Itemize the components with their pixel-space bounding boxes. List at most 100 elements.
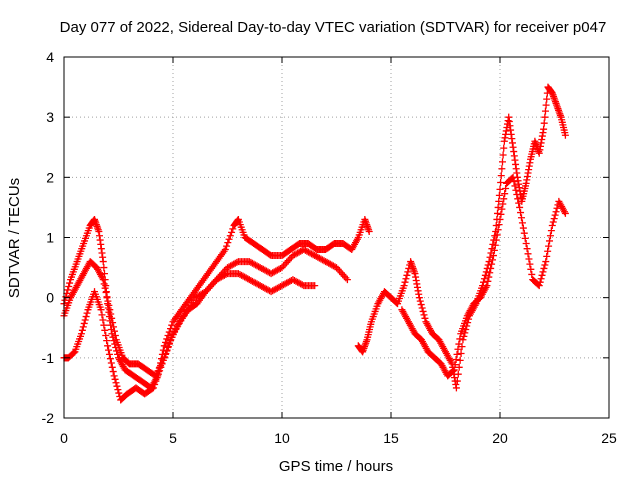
data-point	[488, 260, 496, 268]
data-point	[540, 264, 548, 272]
data-point	[494, 203, 502, 211]
data-point	[517, 214, 525, 222]
data-point	[496, 215, 504, 223]
data-point	[499, 200, 507, 208]
data-point	[453, 377, 461, 385]
data-point	[283, 258, 291, 266]
data-point	[550, 215, 558, 223]
y-tick-label: 2	[46, 169, 54, 185]
data-point	[454, 345, 462, 353]
y-tick-label: 1	[46, 230, 54, 246]
data-point	[161, 353, 169, 361]
data-point	[543, 252, 551, 260]
data-point	[156, 367, 164, 375]
y-tick-label: 3	[46, 109, 54, 125]
data-point	[83, 309, 91, 317]
data-point	[158, 360, 166, 368]
data-point	[103, 293, 111, 301]
data-point	[400, 282, 408, 290]
data-point	[98, 311, 106, 319]
data-point	[81, 316, 89, 324]
data-point	[535, 282, 543, 290]
chart-title: Day 077 of 2022, Sidereal Day-to-day VTE…	[60, 19, 607, 36]
data-point	[551, 211, 559, 219]
data-point	[546, 232, 554, 240]
data-point	[493, 231, 501, 239]
data-point	[517, 209, 525, 217]
data-point	[494, 226, 502, 234]
data-point	[404, 268, 412, 276]
data-point	[518, 219, 526, 227]
data-point	[105, 350, 113, 358]
data-point	[111, 331, 119, 339]
data-point	[108, 363, 116, 371]
data-point	[148, 385, 156, 393]
data-point	[452, 356, 460, 364]
data-point	[502, 185, 510, 193]
data-point	[525, 255, 533, 263]
data-point	[486, 269, 494, 277]
data-point	[415, 294, 423, 302]
data-point	[82, 313, 90, 321]
data-point	[497, 210, 505, 218]
data-point	[495, 221, 503, 229]
data-point	[100, 264, 108, 272]
data-point	[281, 260, 289, 268]
data-point	[107, 359, 115, 367]
data-point	[498, 158, 506, 166]
data-point	[539, 268, 547, 276]
data-point	[512, 186, 520, 194]
data-point	[298, 281, 306, 289]
data-point	[509, 173, 517, 181]
data-point	[342, 274, 350, 282]
data-point	[233, 258, 241, 266]
series-track-e	[398, 173, 569, 380]
data-point	[483, 282, 491, 290]
data-point	[104, 342, 112, 350]
data-point	[454, 370, 462, 378]
data-point	[540, 119, 548, 127]
data-point	[498, 205, 506, 213]
data-point	[561, 209, 569, 217]
data-point	[522, 240, 530, 248]
data-point	[561, 131, 569, 139]
data-point	[105, 301, 113, 309]
data-point	[494, 209, 502, 217]
x-tick-label: 5	[169, 430, 177, 446]
data-point	[223, 242, 231, 250]
y-tick-label: 0	[46, 290, 54, 306]
data-point	[224, 239, 232, 247]
data-point	[337, 269, 345, 277]
data-point	[157, 363, 165, 371]
data-point	[536, 278, 544, 286]
data-point	[541, 261, 549, 269]
data-point	[489, 252, 497, 260]
data-point	[401, 278, 409, 286]
data-point	[284, 257, 292, 265]
data-point	[524, 250, 532, 258]
data-point	[455, 340, 463, 348]
data-point	[418, 304, 426, 312]
data-point	[497, 172, 505, 180]
data-point	[542, 101, 550, 109]
data-point	[421, 314, 429, 322]
data-point	[104, 297, 112, 305]
data-point	[208, 281, 216, 289]
data-point	[100, 321, 108, 329]
data-point	[537, 275, 545, 283]
data-point	[109, 368, 117, 376]
y-axis-label: SDTVAR / TECUs	[6, 178, 23, 298]
data-point	[102, 289, 110, 297]
data-point	[110, 372, 118, 380]
series-track-c	[60, 270, 319, 404]
x-tick-label: 0	[60, 430, 68, 446]
data-point	[515, 199, 523, 207]
series-track-d	[354, 83, 569, 392]
data-point	[484, 277, 492, 285]
data-point	[99, 276, 107, 284]
data-point	[110, 323, 118, 331]
data-points	[60, 83, 569, 404]
data-point	[403, 271, 411, 279]
data-point	[552, 208, 560, 216]
data-point	[114, 386, 122, 394]
